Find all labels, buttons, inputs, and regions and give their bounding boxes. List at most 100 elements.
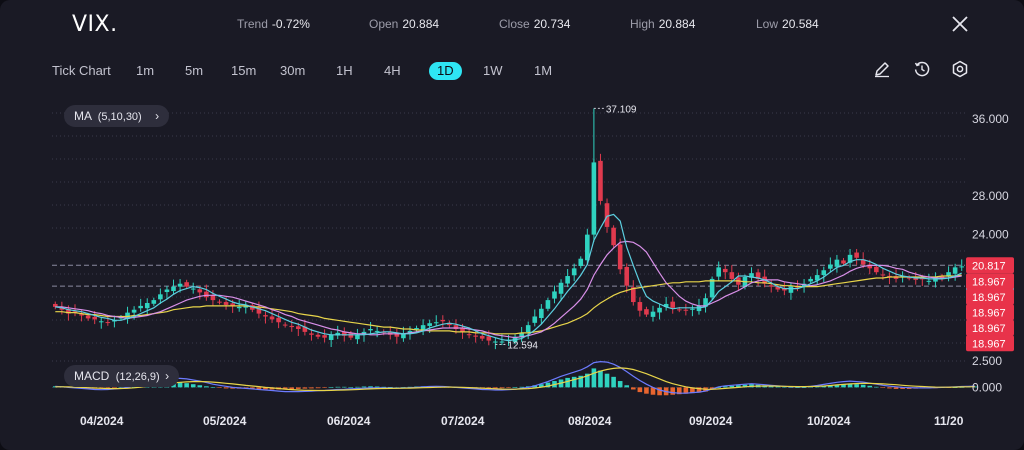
candle-body (236, 306, 242, 309)
price-tag-stack: 18.967 (972, 292, 1006, 304)
price-tag-stack: 18.967 (972, 323, 1006, 335)
x-tick-label: 06/2024 (327, 414, 371, 428)
candle-body (952, 267, 958, 274)
candle-body (874, 266, 879, 273)
timeframe-1mo[interactable]: 1M (534, 63, 553, 78)
timeframe-1m[interactable]: 1m (136, 63, 155, 78)
stat-label: Open (369, 17, 399, 31)
price-tag-stack-bg (966, 319, 1014, 336)
macd-bar (210, 387, 216, 388)
macd-bar (854, 384, 859, 388)
macd-bar (604, 373, 610, 388)
macd-bar (565, 377, 570, 388)
candle-body (368, 329, 373, 331)
price-tag-stack: 18.967 (972, 307, 1006, 319)
stat-value: 20.734 (533, 17, 571, 31)
candle-body (604, 203, 610, 227)
macd-bar (775, 386, 781, 388)
stat-value: -0.72% (271, 17, 310, 31)
chevron-right-icon: › (155, 109, 160, 123)
macd-bar (256, 387, 262, 389)
candle-body (420, 325, 426, 331)
macd-plot (52, 360, 978, 396)
macd-bar (387, 387, 393, 388)
macd-bar (887, 387, 892, 389)
macd-bar (322, 387, 327, 388)
candle-body (703, 298, 708, 307)
macd-bar (880, 387, 886, 388)
candle-body (808, 278, 813, 282)
macd-bar (190, 384, 196, 388)
price-tag-stack-bg (966, 273, 1014, 290)
moving-average-lines (55, 213, 962, 342)
macd-bar (539, 384, 544, 388)
candle-body (263, 315, 268, 317)
candle-body (92, 316, 97, 320)
candle-body (676, 309, 682, 311)
x-tick-label: 07/2024 (441, 414, 485, 428)
timeframe-1h[interactable]: 1H (336, 63, 353, 78)
candles (52, 153, 965, 350)
macd-bar (289, 387, 295, 390)
candle-body (52, 303, 58, 307)
candle-body (532, 316, 538, 323)
candle-body (210, 294, 216, 301)
price-tag-high-bg (966, 257, 1014, 274)
macd-bar (716, 387, 721, 388)
candle-body (479, 335, 485, 339)
macd-label: MACD (74, 369, 110, 383)
timeframe-bar: Tick Chart 1m 5m 15m 30m 1H 4H 1D 1W 1M (0, 62, 1024, 82)
macd-bar (801, 387, 807, 388)
macd-bar (309, 387, 314, 389)
stat-low: Low 20.584 (756, 17, 819, 31)
settings-icon[interactable] (951, 60, 969, 78)
candle-body (525, 325, 531, 333)
candle-body (782, 287, 787, 291)
candle-body (144, 303, 150, 309)
timeframe-4h[interactable]: 4H (384, 63, 401, 78)
history-icon[interactable] (913, 60, 931, 78)
timeframe-5m[interactable]: 5m (185, 63, 204, 78)
macd-bar (630, 387, 636, 390)
x-tick-label: 09/2024 (689, 414, 733, 428)
candle-body (66, 308, 71, 314)
timeframe-30m[interactable]: 30m (280, 63, 306, 78)
y-tick-label: 36.000 (972, 112, 1009, 126)
macd-indicator-pill[interactable]: MACD (12,26,9) › (64, 365, 180, 387)
timeframe-tick-chart[interactable]: Tick Chart (52, 63, 111, 78)
close-icon[interactable] (950, 14, 970, 34)
candle-body (663, 303, 669, 308)
candle-body (394, 332, 400, 337)
stat-high: High 20.884 (630, 17, 695, 31)
candle-body (657, 307, 662, 313)
candle-body (374, 330, 380, 332)
x-tick-label: 10/2024 (807, 414, 851, 428)
pencil-icon[interactable] (873, 60, 891, 78)
candle-body (447, 322, 452, 326)
macd-bar (571, 376, 577, 388)
macd-bar (736, 385, 741, 388)
price-tag-stack: 18.967 (972, 338, 1006, 350)
axes: 36.00028.00024.00020.81720.73418.96718.9… (80, 112, 1014, 428)
macd-bar (204, 386, 209, 388)
candle-body (814, 275, 820, 281)
candle-body (282, 324, 288, 326)
ma-indicator-pill[interactable]: MA (5,10,30) › (64, 105, 170, 127)
candle-body (72, 311, 78, 313)
macd-bar (834, 384, 840, 388)
candle-body (545, 300, 551, 309)
macd-bar (263, 387, 268, 390)
candle-body (519, 332, 524, 338)
macd-bar (512, 387, 518, 388)
macd-bar (348, 387, 354, 388)
macd-bar (828, 385, 833, 388)
timeframe-15m[interactable]: 15m (231, 63, 257, 78)
macd-tick-label: 2.500 (972, 354, 1002, 368)
candle-body (578, 258, 584, 267)
candle-body (125, 312, 130, 319)
candle-body (499, 341, 505, 343)
candle-body (341, 332, 347, 336)
timeframe-1w[interactable]: 1W (483, 63, 503, 78)
timeframe-1d[interactable]: 1D (429, 62, 462, 80)
